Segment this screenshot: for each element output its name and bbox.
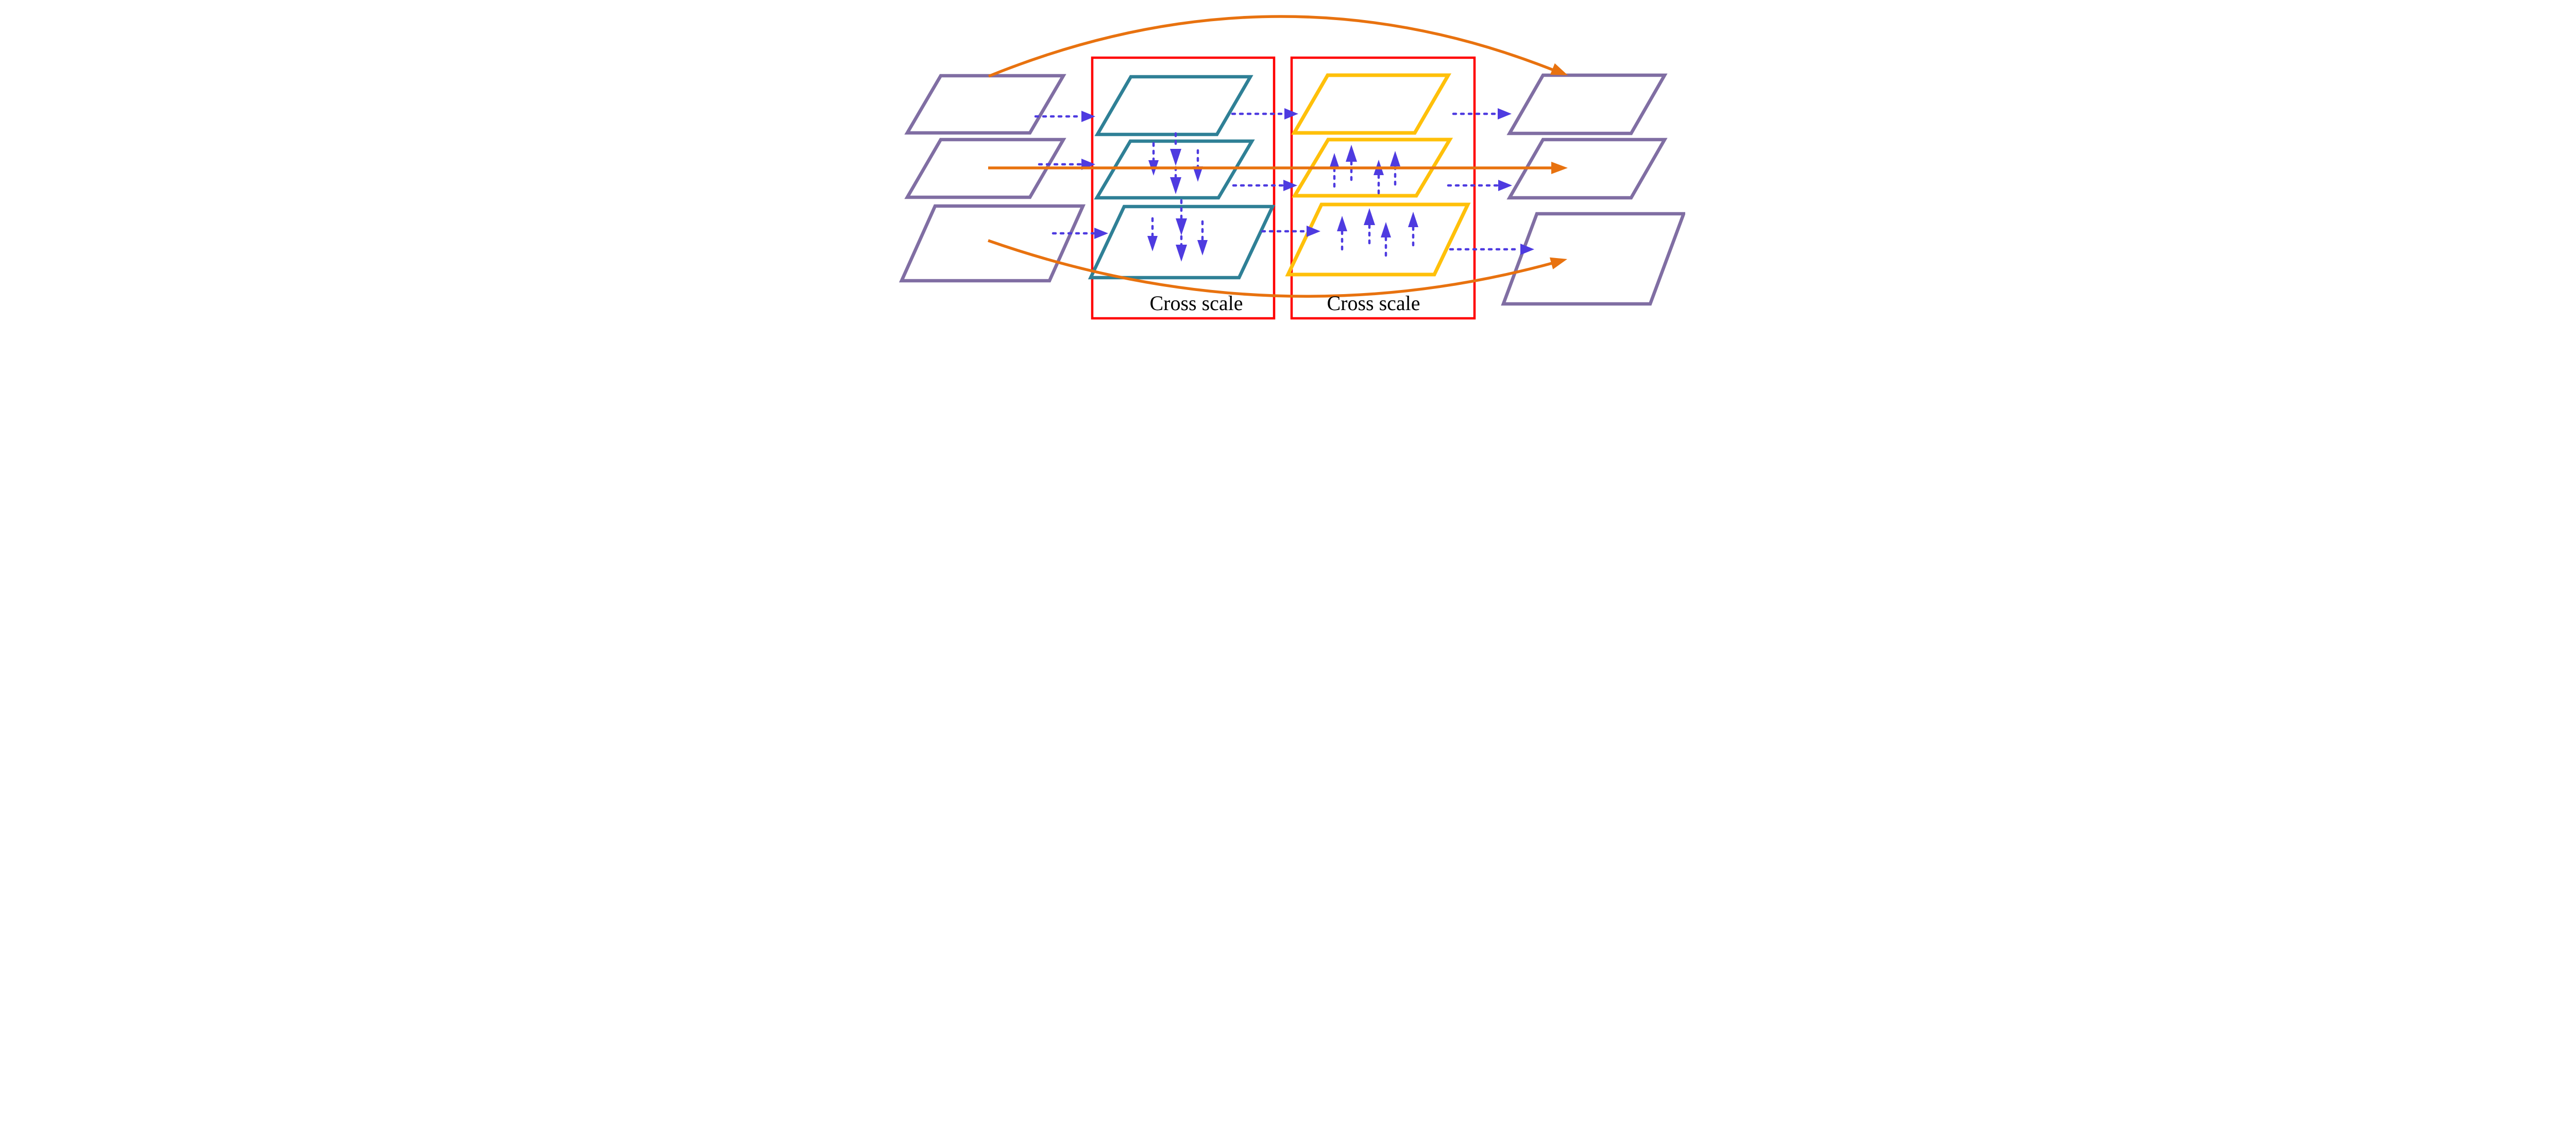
module2-upsample-arrows-group-1 bbox=[1329, 145, 1400, 198]
module1-to-module2-arrow-row1 bbox=[1231, 108, 1298, 119]
module-1-red-box bbox=[1091, 56, 1275, 320]
output-feature-map-1 bbox=[1506, 73, 1668, 135]
skip-connection-bottom bbox=[987, 239, 1567, 298]
down-arrow bbox=[1147, 217, 1158, 251]
arrowhead-down-icon bbox=[1197, 240, 1208, 255]
down-arrow-double bbox=[1175, 199, 1187, 262]
input-to-module1-arrow-row3 bbox=[1052, 228, 1108, 239]
output-feature-map-2 bbox=[1506, 138, 1668, 200]
arrowhead-right-icon bbox=[1284, 108, 1298, 119]
down-arrow bbox=[1148, 142, 1159, 176]
arrowhead-down-icon bbox=[1147, 236, 1158, 251]
up-arrow bbox=[1373, 160, 1384, 198]
cross-scale-module-2 bbox=[1290, 56, 1476, 320]
module1-to-module2-arrow-row2 bbox=[1232, 180, 1297, 191]
input-feature-map-2 bbox=[904, 138, 1066, 199]
arrowhead-orange-icon bbox=[1549, 257, 1567, 269]
module-2-feature-map-3 bbox=[1284, 202, 1471, 277]
module2-to-output-arrow-row3 bbox=[1449, 244, 1534, 255]
module-1-feature-map-3 bbox=[1088, 204, 1275, 280]
output-feature-map-3 bbox=[1500, 212, 1685, 306]
arrowhead-orange-icon bbox=[1551, 162, 1568, 174]
module-1-label: Cross scale bbox=[1149, 292, 1243, 315]
up-arrow bbox=[1389, 151, 1400, 190]
arrowhead-right-icon bbox=[1283, 180, 1297, 191]
down-arrow bbox=[1197, 220, 1208, 255]
up-arrow bbox=[1363, 208, 1375, 247]
input-feature-stack bbox=[899, 74, 1086, 283]
module-2-feature-map-2 bbox=[1291, 138, 1453, 198]
skip-curve bbox=[987, 239, 1556, 298]
module-1-feature-map-2 bbox=[1093, 139, 1255, 200]
arrowhead-right-icon bbox=[1520, 244, 1534, 255]
module1-downsample-arrows-group-2 bbox=[1147, 199, 1208, 262]
module2-to-output-arrow-row2 bbox=[1447, 180, 1512, 191]
module-2-red-box bbox=[1290, 56, 1476, 320]
cross-scale-architecture-figure: Cross scale Cross scale bbox=[891, 0, 1685, 322]
arrowhead-down-icon bbox=[1192, 166, 1203, 182]
input-feature-map-1 bbox=[904, 74, 1066, 135]
arrowhead-up-icon bbox=[1329, 153, 1340, 168]
cross-scale-module-1 bbox=[1091, 56, 1275, 320]
module-2-feature-map-1 bbox=[1291, 73, 1451, 135]
arrowhead-down-icon bbox=[1175, 245, 1187, 262]
arrowhead-up-icon bbox=[1363, 208, 1375, 225]
cross-scale-architecture-diagram: Cross scale Cross scale bbox=[899, 15, 1685, 320]
arrowhead-right-icon bbox=[1094, 228, 1108, 239]
up-arrow bbox=[1408, 212, 1418, 251]
module-1-feature-map-1 bbox=[1094, 75, 1253, 136]
arrowhead-right-icon bbox=[1498, 180, 1512, 191]
arrowhead-right-icon bbox=[1497, 108, 1512, 119]
arrowhead-up-icon bbox=[1389, 151, 1400, 166]
input-to-module1-arrow-row1 bbox=[1034, 111, 1095, 122]
module-2-label: Cross scale bbox=[1327, 292, 1420, 315]
arrowhead-up-icon bbox=[1380, 222, 1391, 237]
arrowhead-down-icon bbox=[1175, 218, 1187, 235]
skip-connection-top bbox=[988, 15, 1568, 78]
module-2-feature-stack bbox=[1284, 73, 1471, 277]
up-arrow bbox=[1380, 222, 1391, 259]
arrowhead-right-icon bbox=[1306, 226, 1320, 237]
arrowhead-down-icon bbox=[1170, 149, 1181, 166]
arrowhead-down-icon bbox=[1170, 177, 1181, 194]
arrowhead-orange-icon bbox=[1550, 63, 1568, 75]
arrowhead-right-icon bbox=[1081, 111, 1095, 122]
module-1-feature-stack bbox=[1088, 75, 1275, 280]
arrowhead-up-icon bbox=[1408, 212, 1418, 227]
up-arrow bbox=[1336, 216, 1347, 252]
horizontal-flow-arrows bbox=[1034, 108, 1534, 255]
arrowhead-up-icon bbox=[1336, 216, 1347, 231]
down-arrow bbox=[1192, 149, 1203, 182]
skip-connections bbox=[987, 15, 1568, 298]
skip-connection-middle bbox=[988, 162, 1568, 174]
module1-to-module2-arrow-row3 bbox=[1261, 226, 1320, 237]
input-feature-map-3 bbox=[899, 204, 1086, 283]
module2-to-output-arrow-row1 bbox=[1452, 108, 1512, 119]
module2-upsample-arrows-group-2 bbox=[1336, 208, 1418, 259]
skip-curve bbox=[988, 15, 1559, 78]
arrowhead-up-icon bbox=[1345, 145, 1357, 162]
up-arrow bbox=[1329, 153, 1340, 191]
up-arrow bbox=[1345, 145, 1357, 183]
